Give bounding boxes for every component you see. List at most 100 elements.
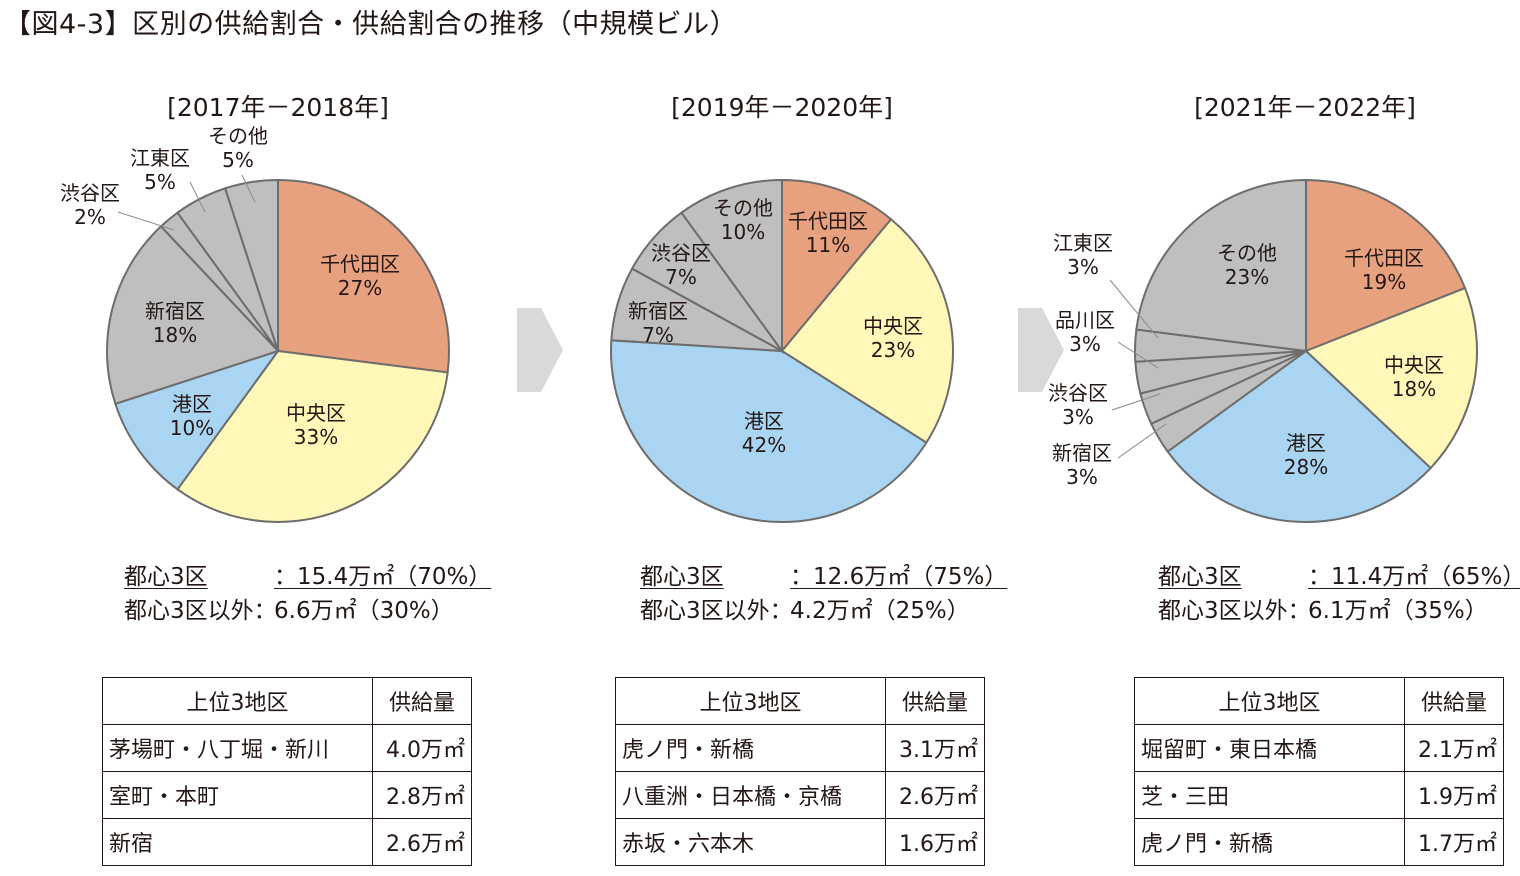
summary-3: 都心3区 ：11.4万㎡（65%） 都心3区以外： 6.1万㎡（35%）: [1158, 560, 1520, 628]
period-heading-1: [2017年－2018年]: [167, 93, 389, 122]
summary-row-central: 都心3区 ：12.6万㎡（75%）: [640, 560, 1007, 594]
summary-row-other: 都心3区以外： 4.2万㎡（25%）: [640, 594, 1007, 628]
slice-value-label: 7%: [665, 265, 697, 289]
slice-value-label: 7%: [642, 323, 674, 347]
slice-value-label: 5%: [144, 170, 176, 194]
table-cell-area: 芝・三田: [1134, 771, 1405, 819]
slice-name-label: 新宿区: [145, 299, 205, 323]
summary-label: 都心3区以外：: [1158, 598, 1311, 624]
table-header-area: 上位3地区: [1134, 677, 1405, 725]
table-cell-volume: 1.6万㎡: [885, 818, 985, 866]
pie-slice: [781, 178, 893, 354]
slice-name-label: 品川区: [1055, 308, 1115, 332]
top3-table-1: 上位3地区 供給量 茅場町・八丁堀・新川 4.0万㎡ 室町・本町 2.8万㎡ 新宿 2.…: [102, 677, 472, 866]
slice-value-label: 10%: [721, 220, 765, 244]
table-header-area: 上位3地区: [615, 677, 886, 725]
slice-value-label: 19%: [1362, 270, 1406, 294]
table-row: 虎ノ門・新橋 3.1万㎡: [615, 724, 985, 772]
table-cell-area: 室町・本町: [102, 771, 373, 819]
slice-name-label: その他: [1217, 241, 1277, 265]
slice-value-label: 27%: [338, 276, 382, 300]
summary-value: ：15.4万㎡（70%）: [274, 564, 492, 590]
leader-line: [1117, 423, 1167, 459]
table-cell-volume: 2.8万㎡: [372, 771, 472, 819]
pie-charts: 千代田区27%中央区33%港区10%新宿区18%渋谷区2%江東区5%その他5%千…: [60, 124, 1478, 523]
top3-table-2: 上位3地区 供給量 虎ノ門・新橋 3.1万㎡ 八重洲・日本橋・京橋 2.6万㎡ 赤坂・…: [615, 677, 985, 866]
slice-name-label: 千代田区: [320, 252, 400, 276]
slice-value-label: 11%: [806, 233, 850, 257]
table-header-row: 上位3地区 供給量: [615, 677, 985, 725]
slice-name-label: 渋谷区: [1048, 381, 1108, 405]
slice-value-label: 42%: [742, 433, 786, 457]
summary-value: ：12.6万㎡（75%）: [790, 564, 1008, 590]
slice-name-label: 千代田区: [1344, 246, 1424, 270]
table-cell-volume: 1.9万㎡: [1404, 771, 1504, 819]
table-header-row: 上位3地区 供給量: [102, 677, 472, 725]
slice-name-label: 渋谷区: [60, 181, 120, 205]
summary-label: 都心3区以外：: [124, 598, 277, 624]
slice-name-label: 中央区: [1384, 353, 1444, 377]
table-cell-volume: 1.7万㎡: [1404, 818, 1504, 866]
table-row: 赤坂・六本木 1.6万㎡: [615, 818, 985, 866]
slice-value-label: 33%: [294, 425, 338, 449]
slice-name-label: 中央区: [286, 401, 346, 425]
pie-slice: [1305, 178, 1467, 353]
pie-slice: [1135, 178, 1307, 353]
table-row: 芝・三田 1.9万㎡: [1134, 771, 1504, 819]
pie-slice: [780, 217, 955, 445]
slice-value-label: 23%: [1225, 265, 1269, 289]
summary-row-central: 都心3区 ：15.4万㎡（70%）: [124, 560, 491, 594]
summary-label: 都心3区: [640, 564, 724, 590]
pie-slice: [106, 224, 280, 406]
pie-slice: [277, 178, 450, 374]
table-cell-volume: 4.0万㎡: [372, 724, 472, 772]
slice-value-label: 3%: [1062, 405, 1094, 429]
summary-row-central: 都心3区 ：11.4万㎡（65%）: [1158, 560, 1520, 594]
slice-value-label: 28%: [1284, 455, 1328, 479]
page-title: 【図4-3】区別の供給割合・供給割合の推移（中規模ビル）: [4, 9, 738, 40]
table-cell-area: 茅場町・八丁堀・新川: [102, 724, 373, 772]
top3-table-3: 上位3地区 供給量 堀留町・東日本橋 2.1万㎡ 芝・三田 1.9万㎡ 虎ノ門・新橋 1…: [1134, 677, 1504, 866]
summary-value: 6.6万㎡（30%）: [274, 598, 454, 624]
table-header-volume: 供給量: [1404, 677, 1504, 725]
slice-name-label: 千代田区: [788, 209, 868, 233]
table-cell-volume: 2.6万㎡: [372, 818, 472, 866]
slice-name-label: 渋谷区: [651, 241, 711, 265]
table-header-row: 上位3地区 供給量: [1134, 677, 1504, 725]
summary-row-other: 都心3区以外： 6.1万㎡（35%）: [1158, 594, 1520, 628]
slice-name-label: その他: [208, 124, 268, 148]
slice-value-label: 2%: [74, 205, 106, 229]
pie-slice: [176, 349, 449, 523]
table-row: 室町・本町 2.8万㎡: [102, 771, 472, 819]
slice-value-label: 5%: [222, 148, 254, 172]
summary-value: ：11.4万㎡（65%）: [1308, 564, 1520, 590]
table-row: 八重洲・日本橋・京橋 2.6万㎡: [615, 771, 985, 819]
leader-line: [1111, 393, 1161, 411]
slice-value-label: 3%: [1066, 465, 1098, 489]
summary-2: 都心3区 ：12.6万㎡（75%） 都心3区以外： 4.2万㎡（25%）: [640, 560, 1007, 628]
slice-name-label: 港区: [744, 409, 784, 433]
period-heading-3: [2021年－2022年]: [1194, 93, 1416, 122]
slice-name-label: 新宿区: [1052, 441, 1112, 465]
table-header-area: 上位3地区: [102, 677, 373, 725]
slice-name-label: 港区: [1286, 431, 1326, 455]
slice-value-label: 23%: [871, 338, 915, 362]
table-cell-area: 赤坂・六本木: [615, 818, 886, 866]
table-cell-volume: 2.6万㎡: [885, 771, 985, 819]
table-header-volume: 供給量: [372, 677, 472, 725]
summary-row-other: 都心3区以外： 6.6万㎡（30%）: [124, 594, 491, 628]
slice-value-label: 3%: [1067, 255, 1099, 279]
pie-slice: [680, 178, 783, 355]
table-cell-area: 八重洲・日本橋・京橋: [615, 771, 886, 819]
slice-name-label: 江東区: [1053, 231, 1113, 255]
pie-slice: [1166, 349, 1433, 523]
pie-slice: [114, 349, 281, 491]
table-cell-area: 虎ノ門・新橋: [615, 724, 886, 772]
table-cell-area: 虎ノ門・新橋: [1134, 818, 1405, 866]
slice-name-label: 新宿区: [628, 299, 688, 323]
pie-slice: [223, 178, 279, 352]
period-heading-2: [2019年－2020年]: [671, 93, 893, 122]
right-arrow-icon: [1018, 308, 1064, 392]
